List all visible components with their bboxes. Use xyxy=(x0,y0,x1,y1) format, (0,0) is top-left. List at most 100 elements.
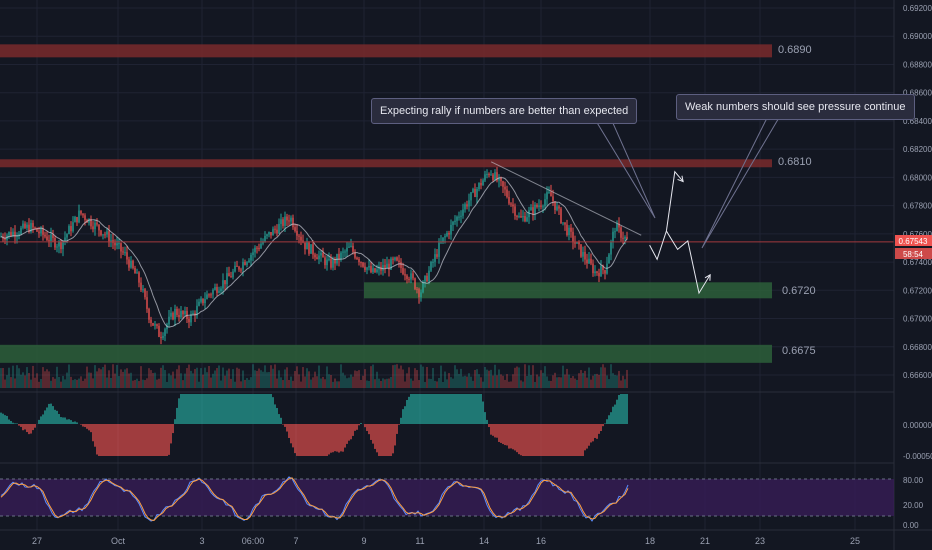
macd-bar xyxy=(618,394,620,424)
price-scale[interactable]: 0.69200 0.69000 0.68800 0.68600 0.68400 0.682… xyxy=(903,4,932,380)
macd-bar xyxy=(60,417,62,424)
macd-bar xyxy=(176,407,178,424)
macd-bar xyxy=(84,424,86,428)
macd-bar xyxy=(378,424,380,456)
volume-bar xyxy=(178,365,180,388)
candle-bear xyxy=(28,224,30,232)
candle-bull xyxy=(542,206,544,208)
candle-bull xyxy=(350,245,352,247)
macd-bar xyxy=(426,394,428,424)
macd-bar xyxy=(390,424,392,456)
candle-bear xyxy=(360,262,362,264)
volume-bar xyxy=(76,379,78,388)
stoch-scale-80: 80.00 xyxy=(903,476,924,485)
candle-bull xyxy=(444,236,446,238)
macd-bar xyxy=(436,394,438,424)
macd-bar xyxy=(416,394,418,424)
macd-bar xyxy=(406,399,408,424)
candle-bull xyxy=(478,182,480,190)
candle-bull xyxy=(164,329,166,336)
last-price-tag xyxy=(895,235,932,246)
volume-bar xyxy=(138,381,140,388)
candle-bull xyxy=(562,222,564,224)
candle-bear xyxy=(294,227,296,231)
macd-bar xyxy=(142,424,144,456)
macd-bar xyxy=(524,424,526,456)
volume-bar xyxy=(394,364,396,388)
macd-bar xyxy=(304,424,306,456)
candle-bear xyxy=(238,266,240,270)
candle-bear xyxy=(134,268,136,274)
macd-bar xyxy=(598,424,600,434)
volume-bar xyxy=(256,370,258,388)
macd-bar xyxy=(90,424,92,433)
time-axis-label: 16 xyxy=(536,536,546,546)
volume-bar xyxy=(602,364,604,388)
support-zone-0.6720[interactable] xyxy=(364,282,772,299)
price-scale-label: 0.68200 xyxy=(903,145,932,154)
volume-bar xyxy=(614,375,616,388)
candle-bull xyxy=(204,299,206,304)
volume-bar xyxy=(574,378,576,388)
callout-rally[interactable]: Expecting rally if numbers are better th… xyxy=(371,98,638,124)
candle-bull xyxy=(88,218,90,223)
candle-bear xyxy=(578,242,580,245)
macd-bar xyxy=(438,394,440,424)
candle-bear xyxy=(188,318,190,323)
macd-bar xyxy=(620,394,622,424)
macd-bar xyxy=(368,424,370,435)
time-axis[interactable]: 27 Oct 3 06:00 7 9 11 14 16 18 21 23 25 xyxy=(32,536,860,546)
resistance-zone-0.6810[interactable] xyxy=(0,159,772,168)
volume-bar xyxy=(400,365,402,388)
macd-bar xyxy=(592,424,594,442)
volume-bar xyxy=(134,380,136,388)
volume-bar xyxy=(156,379,158,388)
volume-bar xyxy=(446,379,448,388)
volume-bar xyxy=(130,372,132,388)
candle-bear xyxy=(146,297,148,309)
macd-bar xyxy=(490,424,492,435)
volume-bar xyxy=(612,373,614,388)
volume-bar xyxy=(44,371,46,388)
macd-bar xyxy=(92,424,94,442)
candle-bull xyxy=(58,241,60,247)
volume-bar xyxy=(8,367,10,388)
macd-bar xyxy=(180,394,182,424)
descending-trendline[interactable] xyxy=(490,161,642,236)
macd-bar xyxy=(150,424,152,456)
candle-bear xyxy=(590,258,592,264)
candle-bull xyxy=(50,234,52,242)
macd-bar xyxy=(316,424,318,456)
candle-bear xyxy=(598,272,600,277)
macd-bar xyxy=(486,419,488,424)
support-zone-0.6675[interactable] xyxy=(0,344,772,363)
candle-bull xyxy=(526,217,528,222)
candle-bear xyxy=(308,242,310,254)
candle-bear xyxy=(426,275,428,282)
macd-bar xyxy=(468,394,470,424)
callout-pointer-rally xyxy=(595,120,656,219)
candle-bear xyxy=(24,223,26,228)
candle-bear xyxy=(514,206,516,216)
candle-bull xyxy=(262,241,264,244)
projection-arrows[interactable] xyxy=(649,170,711,295)
volume-bar xyxy=(566,368,568,388)
macd-bar xyxy=(200,394,202,424)
volume-bar xyxy=(66,372,68,388)
projection-arrow-down[interactable] xyxy=(665,230,711,295)
resistance-zone-0.6890[interactable] xyxy=(0,44,772,58)
macd-bar xyxy=(314,424,316,456)
projection-arrow-up-head xyxy=(677,175,684,183)
volume-bar xyxy=(214,370,216,388)
volume-bar xyxy=(420,364,422,388)
macd-bar xyxy=(234,394,236,424)
candle-bear xyxy=(540,205,542,207)
volume-bar xyxy=(318,365,320,388)
volume-bar xyxy=(200,368,202,388)
volume-bar xyxy=(232,369,234,388)
volume-bar xyxy=(116,364,118,388)
candle-bull xyxy=(110,240,112,243)
callout-pressure[interactable]: Weak numbers should see pressure continu… xyxy=(676,94,915,120)
volume-bar xyxy=(352,376,354,388)
